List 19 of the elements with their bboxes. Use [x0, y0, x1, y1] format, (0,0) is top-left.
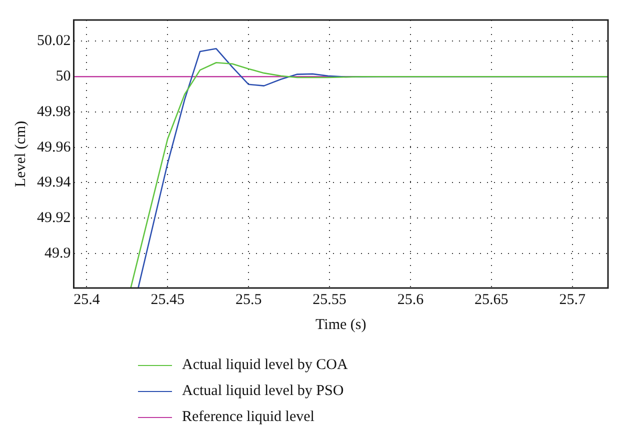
y-tick-label: 50.02 [37, 33, 71, 50]
x-tick-label: 25.7 [559, 292, 586, 308]
y-tick-label: 49.94 [37, 174, 72, 191]
x-tick-label: 25.65 [474, 292, 508, 308]
legend-label: Actual liquid level by PSO [182, 382, 344, 401]
x-tick-label: 25.45 [150, 292, 185, 308]
y-axis-title: Level (cm) [12, 120, 29, 188]
legend-label: Actual liquid level by COA [182, 356, 348, 375]
legend-label: Reference liquid level [182, 408, 314, 427]
x-axis-title: Time (s) [316, 316, 366, 333]
x-tick-label: 25.55 [312, 292, 346, 308]
y-tick-label: 49.98 [37, 104, 71, 120]
x-tick-label: 25.6 [397, 292, 424, 308]
y-tick-label: 50 [56, 68, 71, 85]
y-tick-label: 49.92 [37, 210, 71, 226]
y-tick-label: 49.9 [44, 245, 71, 262]
x-tick-label: 25.5 [235, 292, 262, 308]
x-tick-label: 25.4 [74, 292, 100, 308]
y-tick-label: 49.96 [37, 139, 72, 156]
